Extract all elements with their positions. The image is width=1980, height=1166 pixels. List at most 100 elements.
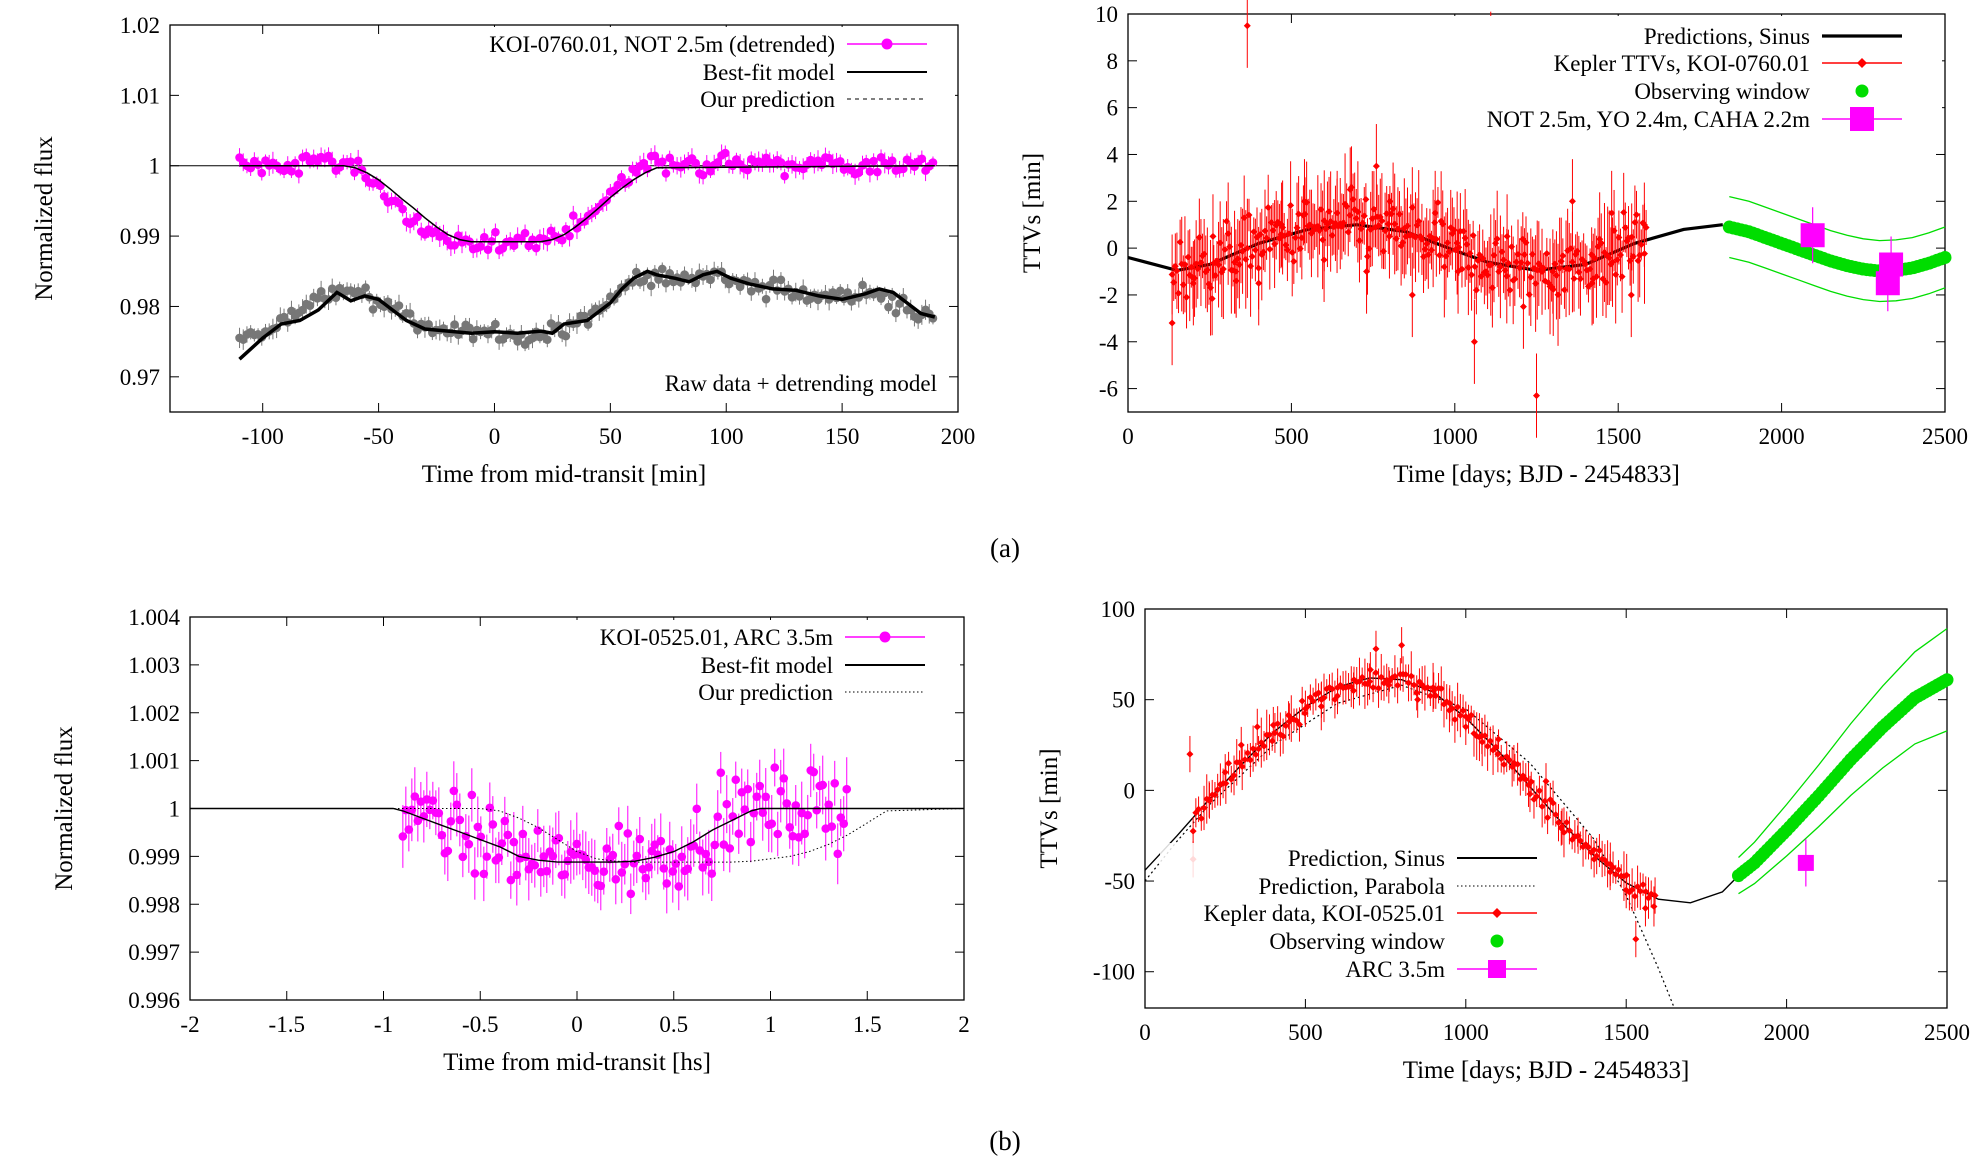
kepler-ttv-point [1567,233,1575,264]
kepler-ttv-point [1462,708,1470,746]
data-point [1448,704,1456,712]
kepler-ttv-point [1634,219,1642,302]
data-point [1253,723,1261,731]
data-point [1565,265,1573,273]
data-point [1490,251,1498,259]
y-tick-label: -100 [1093,960,1135,985]
data-point [1636,887,1644,895]
data-point [361,283,370,292]
data-point [450,241,459,250]
kepler-ttv-point [1279,718,1287,754]
kepler-ttv-point [1410,674,1418,696]
flux-point [755,759,765,813]
data-point [1519,303,1527,311]
kepler-ttv-point [1376,178,1384,256]
data-point [701,849,711,859]
data-point [1372,162,1380,170]
data-point [713,158,723,167]
kepler-ttv-point [1298,686,1306,716]
kepler-ttv-point [1496,215,1504,319]
kepler-ttv-point [1424,676,1432,699]
kepler-ttv-point [1526,775,1534,813]
data-point [1225,759,1233,767]
kepler-ttv-point [1538,228,1546,315]
x-tick-label: 0 [571,1012,583,1037]
data-point [1195,805,1203,813]
legend-swatch-marker [1492,908,1502,918]
x-tick-label: 0 [489,424,501,449]
data-point [1467,711,1475,719]
x-axis-label: Time [days; BJD - 2454833] [1403,1057,1690,1084]
kepler-ttv-point [1255,241,1263,326]
flux-point [773,811,783,857]
data-point [1173,267,1181,275]
kepler-ttv-point [1535,775,1543,806]
data-point [1464,263,1472,271]
data-point [1232,268,1240,276]
kepler-ttv-point [1300,159,1308,244]
data-point [1176,238,1184,246]
data-point [512,870,522,880]
data-point [1255,279,1263,287]
data-point [1363,252,1371,260]
data-point [735,282,745,292]
flux-point [791,785,801,826]
kepler-ttv-point [1214,773,1222,806]
y-tick-label: 0.997 [128,940,180,965]
data-point [654,275,663,284]
data-point [1615,234,1623,242]
data-point [500,816,510,826]
data-point [1542,777,1550,785]
data-point [599,867,609,876]
data-point [1363,268,1371,276]
legend-label: Prediction, Parabola [1258,874,1445,899]
data-point [721,148,730,158]
data-point [617,172,626,182]
data-point [1493,235,1501,243]
x-tick-label: 1000 [1443,1020,1489,1045]
kepler-ttv-point [1568,159,1576,244]
kepler-ttv-point [1495,729,1503,750]
data-point [530,860,540,870]
kepler-ttv-point [1290,238,1298,284]
data-point [1595,847,1603,855]
data-point [1179,281,1187,289]
kepler-ttv-point [1542,763,1550,800]
data-point [464,839,474,849]
data-point [1459,707,1467,715]
kepler-ttv-point [1176,219,1184,265]
legend-label: Kepler TTVs, KOI-0760.01 [1554,51,1810,76]
data-point [785,823,795,832]
kepler-ttv-point [1260,731,1268,762]
kepler-ttv-point [1612,864,1620,884]
legend-label: Prediction, Sinus [1288,846,1445,871]
flux-point [449,761,459,821]
x-tick-label: -1.5 [269,1012,305,1037]
kepler-ttv-point [1459,694,1467,727]
kepler-ttv-point [1359,202,1367,244]
data-point [1446,699,1454,707]
detrended-flux-point [565,225,574,247]
flux-point [509,811,519,873]
data-point [1618,273,1626,281]
kepler-ttv-point [1414,681,1422,718]
data-point [253,160,263,169]
data-point [657,264,667,274]
data-point [473,822,483,832]
data-point [524,241,534,251]
data-point [1615,866,1623,874]
data-point [761,294,771,304]
data-point [1189,279,1197,287]
data-point [812,805,822,815]
kepler-ttv-point [1650,886,1658,927]
detrended-flux-point [568,205,578,226]
kepler-ttv-point [1219,219,1227,320]
x-tick-label: 500 [1274,424,1309,449]
data-point [1377,673,1385,681]
kepler-ttv-point [1377,653,1385,701]
kepler-ttv-point [1510,745,1518,782]
legend-swatch [1490,934,1504,948]
flux-point [590,839,600,902]
kepler-ttv-point [1197,219,1205,307]
data-point [1456,712,1464,720]
